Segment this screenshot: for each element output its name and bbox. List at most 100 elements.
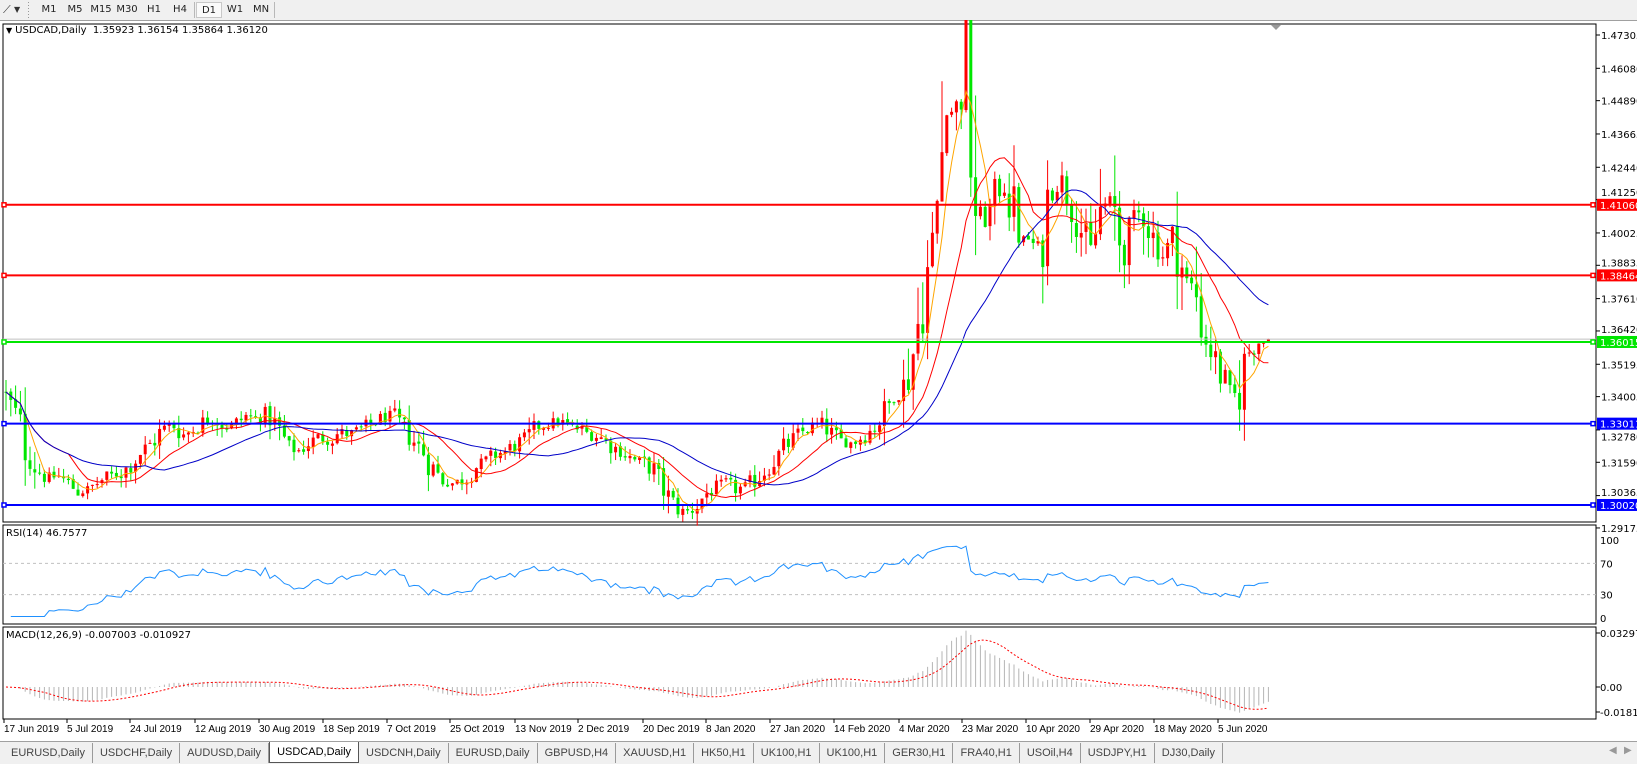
candle-body [873,430,877,432]
chart-tab[interactable]: USDCAD,Daily [269,742,360,763]
candle [1257,343,1261,361]
candle-body [47,472,51,482]
candle-body [282,425,286,437]
candle-body [1031,238,1035,244]
price-tick-label: 1.32780 [1601,433,1637,444]
ma-slow-line [5,189,1269,486]
candle-body [978,206,982,217]
chart-tab[interactable]: XAUUSD,H1 [616,743,695,763]
timeframe-mn[interactable]: MN [252,4,270,15]
timeframe-m30[interactable]: M30 [116,4,138,15]
candle [369,413,373,431]
candle-body [1122,244,1126,266]
candle-body [1050,190,1054,201]
chart-tab[interactable]: AUDUSD,Daily [180,743,270,763]
candle [1127,216,1131,285]
tool-dropdown-icon[interactable]: ▼ [14,5,21,14]
timeframe-m1[interactable]: M1 [41,4,57,15]
candle [311,430,315,455]
line-handle[interactable] [1,420,7,427]
candle-body [839,429,843,439]
candle [1156,220,1160,267]
candle-body [863,440,867,444]
chart-tab[interactable]: HK50,H1 [694,743,754,763]
chart-tab[interactable]: USOil,H4 [1020,743,1081,763]
candle-body [23,413,27,461]
candle-body [902,379,906,402]
macd-pane [2,626,1597,720]
timeframe-m15[interactable]: M15 [90,4,112,15]
candle-body [1204,336,1208,345]
line-handle[interactable] [1590,272,1596,279]
toolbar-grip[interactable] [28,2,29,18]
candle-body [234,418,238,424]
date-label: 23 Mar 2020 [962,724,1019,735]
timeframe-m5[interactable]: M5 [67,4,83,15]
candle [33,452,37,489]
chart-tab[interactable]: EURUSD,Daily [4,743,93,763]
chart-tab[interactable]: GBPUSD,H4 [538,743,617,763]
candle [1074,201,1078,253]
price-tick-label: 1.44890 [1601,97,1637,108]
line-handle[interactable] [1590,502,1596,508]
candle-body [830,427,834,435]
candle-body [398,408,402,418]
chart-tab[interactable]: USDCNH,Daily [359,743,449,763]
timeframe-w1[interactable]: W1 [226,4,244,15]
candle [407,405,411,451]
line-handle[interactable] [1590,339,1596,345]
candle [681,505,685,522]
line-handle[interactable] [1590,420,1596,427]
candle [398,400,402,424]
candle-body [1228,370,1232,386]
candle-body [906,379,910,390]
chart-tab[interactable]: FRA40,H1 [953,743,1020,763]
candle [354,425,358,432]
timeframe-h1[interactable]: H1 [147,4,161,15]
candle [940,81,944,202]
candle [911,353,915,410]
line-tool-icon[interactable]: ⟋ [3,3,11,16]
price-tick-label: 1.36420 [1601,325,1637,336]
line-handle[interactable] [1,202,7,208]
candle-body [940,152,944,202]
date-label: 4 Mar 2020 [899,724,950,735]
candle [652,452,656,483]
chart-tabs-bar: EURUSD,Daily USDCHF,Daily AUDUSD,Daily USDC… [0,741,1637,764]
candle-body [326,441,330,445]
candle-body [705,493,709,498]
candle [969,20,973,197]
candle-body [834,427,838,431]
candle-body [633,456,637,460]
timeframe-d1[interactable]: D1 [196,2,222,18]
chart-tab[interactable]: USDJPY,H1 [1081,743,1155,763]
chart-tab[interactable]: DJ30,Daily [1155,743,1223,763]
line-handle[interactable] [1590,202,1596,208]
candle-body [1132,210,1136,219]
price-tick-label: 1.40025 [1601,229,1637,240]
chart-tab[interactable]: USDCHF,Daily [93,743,181,763]
tab-scroll-right-icon[interactable]: ▶ [1623,745,1633,756]
chart-tab[interactable]: GER30,H1 [885,743,954,763]
line-handle[interactable] [1,339,7,345]
line-handle[interactable] [1,502,7,508]
chart-canvas[interactable]: 1.47305 1.46080 1.44890 1.43665 1.42440 1.412… [0,20,1637,741]
candle-body [542,427,546,430]
candle [628,449,632,464]
candle [1122,239,1126,289]
candle [38,463,42,476]
chart-tab[interactable]: EURUSD,Daily [449,743,538,763]
chart-tab[interactable]: UK100,H1 [754,743,820,763]
candle [599,428,603,440]
candle-body [76,489,80,496]
candle-body [249,415,253,417]
chart-tab[interactable]: UK100,H1 [820,743,886,763]
tab-scroll-left-icon[interactable]: ◀ [1608,745,1618,756]
timeframe-h4[interactable]: H4 [173,4,187,15]
candle-body [983,206,987,227]
candle-body [172,423,176,429]
candle [86,482,90,500]
line-handle[interactable] [1,272,7,279]
price-line-tag [1597,498,1637,511]
collapse-arrow-icon[interactable]: ▼ [6,26,13,35]
